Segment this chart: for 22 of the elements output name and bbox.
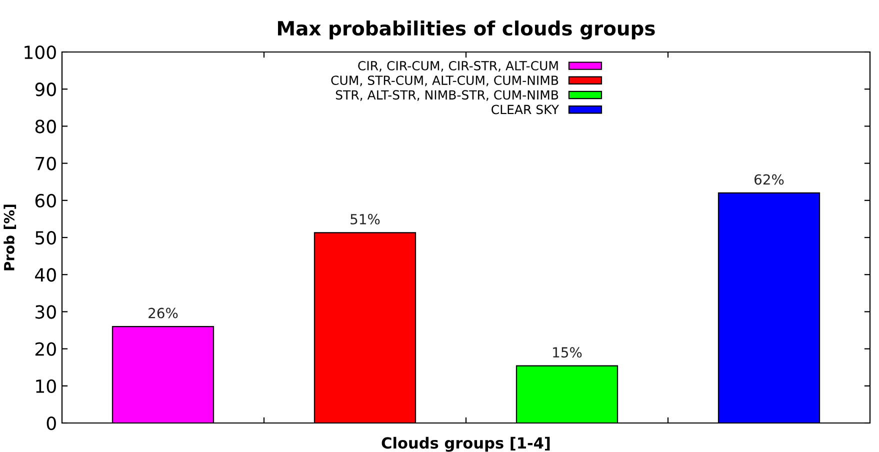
- data-label: 26%: [148, 308, 178, 318]
- y-axis-title: Prob [%]: [4, 204, 16, 270]
- y-tick-label: 70: [36, 156, 56, 170]
- y-tick-label: 90: [35, 82, 56, 96]
- data-label: 15%: [553, 347, 582, 358]
- chart-title: Max probabilities of clouds groups: [278, 20, 655, 40]
- y-tick-label: 50: [36, 230, 56, 245]
- y-tick-label: 10: [36, 379, 56, 394]
- data-label: 51%: [350, 214, 380, 224]
- legend-label: CLEAR SKY: [492, 104, 560, 114]
- legend-label: CUM, STR-CUM, ALT-CUM, CUM-NIMB: [331, 76, 558, 86]
- y-tick-label: 100: [24, 45, 56, 60]
- y-tick-label: 80: [35, 120, 56, 134]
- legend-label: CIR, CIR-CUM, CIR-STR, ALT-CUM: [358, 60, 558, 72]
- y-tick-label: 40: [35, 268, 56, 282]
- y-tick-label: 60: [35, 194, 56, 208]
- legend-label: STR, ALT-STR, NIMB-STR, CUM-NIMB: [336, 90, 558, 101]
- y-tick-label: 0: [46, 416, 56, 430]
- data-label: 62%: [754, 174, 784, 185]
- y-tick-label: 30: [36, 305, 56, 319]
- y-tick-label: 20: [35, 342, 56, 356]
- x-axis-title: Clouds groups [1-4]: [382, 436, 550, 452]
